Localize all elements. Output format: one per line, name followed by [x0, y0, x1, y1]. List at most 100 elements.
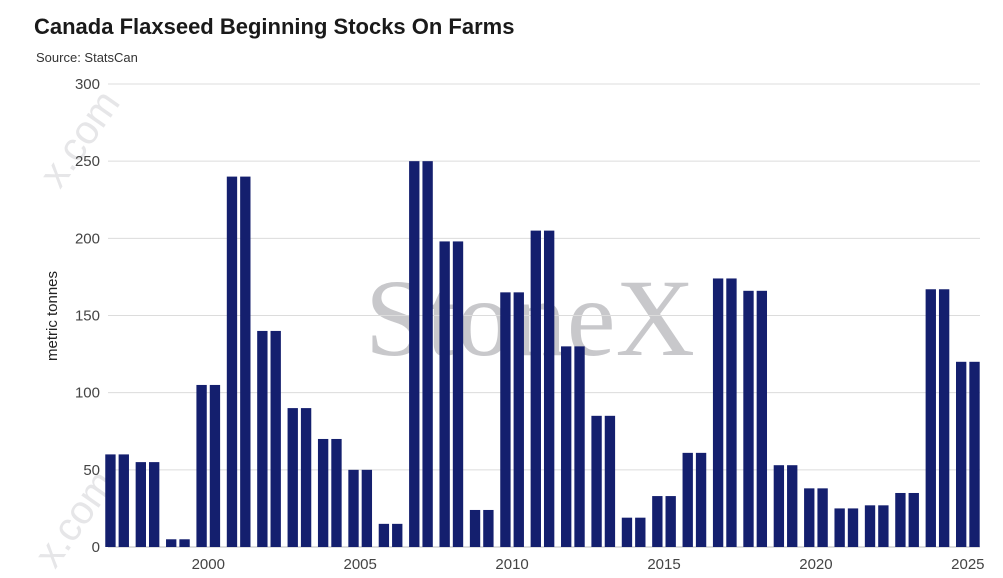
bar-left-half: [500, 292, 511, 547]
bar-left-half: [743, 290, 754, 547]
bar-2007: [409, 161, 433, 547]
bar-right-half: [209, 384, 221, 547]
bar-left-half: [652, 496, 663, 547]
bar-left-half: [409, 161, 420, 547]
bar-left-half: [257, 330, 268, 547]
x-tick-label: 2015: [647, 556, 680, 573]
y-tick-label: 100: [75, 385, 100, 402]
x-tick-label: 2020: [799, 556, 832, 573]
bar-2020: [804, 488, 828, 547]
y-tick-label: 150: [75, 308, 100, 325]
bar-right-half: [179, 539, 190, 547]
bar-right-half: [118, 454, 129, 547]
y-axis-title: metric tonnes: [44, 271, 61, 361]
bar-right-half: [331, 438, 342, 547]
bar-right-half: [787, 465, 798, 547]
bar-left-half: [773, 465, 785, 547]
bar-left-half: [530, 230, 541, 547]
bar-right-half: [817, 488, 828, 547]
bar-2015: [652, 496, 676, 547]
x-tick-label: 2010: [495, 556, 528, 573]
x-tick-label: 2025: [951, 556, 984, 573]
bar-left-half: [317, 438, 329, 547]
bar-2009: [469, 509, 494, 547]
bar-2025: [955, 361, 980, 547]
bar-2018: [743, 290, 768, 547]
bar-left-half: [712, 278, 724, 547]
bar-left-half: [925, 289, 936, 547]
bar-1999: [166, 539, 190, 547]
bar-2019: [773, 465, 798, 547]
bar-right-half: [422, 161, 433, 547]
y-tick-label: 300: [75, 76, 100, 93]
bar-left-half: [378, 523, 390, 547]
bar-right-half: [361, 469, 373, 547]
bar-2016: [682, 452, 707, 547]
bar-1998: [135, 462, 160, 547]
bar-right-half: [270, 330, 281, 547]
bar-right-half: [543, 230, 555, 547]
bar-left-half: [196, 384, 207, 547]
y-tick-label: 200: [75, 230, 100, 247]
bar-2023: [895, 492, 919, 547]
bar-left-half: [469, 509, 481, 547]
bar-2000: [196, 384, 221, 547]
bar-left-half: [348, 469, 359, 547]
bar-2024: [925, 289, 950, 547]
bar-right-half: [513, 292, 524, 547]
bar-right-half: [452, 241, 464, 548]
x-tick-label: 2000: [192, 556, 225, 573]
bar-2005: [348, 469, 373, 547]
bar-left-half: [439, 241, 450, 548]
bar-right-half: [240, 176, 251, 547]
x-tick-label: 2005: [343, 556, 376, 573]
bars: [105, 161, 980, 548]
bar-left-half: [804, 488, 815, 547]
bar-right-half: [726, 278, 737, 547]
y-tick-label: 250: [75, 153, 100, 170]
bar-right-half: [665, 496, 676, 547]
bar-right-half: [148, 462, 160, 547]
chart-subtitle: Source: StatsCan: [36, 50, 138, 65]
bar-right-half: [695, 452, 707, 547]
bar-2001: [226, 176, 251, 547]
bar-left-half: [226, 176, 238, 547]
bar-2011: [530, 230, 555, 547]
bar-right-half: [604, 415, 616, 547]
bar-2010: [500, 292, 524, 547]
y-tick-label: 50: [83, 462, 100, 479]
bar-right-half: [756, 290, 768, 547]
bar-2013: [591, 415, 616, 547]
bar-right-half: [392, 523, 403, 547]
bar-right-half: [847, 508, 859, 547]
bar-2002: [257, 330, 281, 547]
bar-right-half: [938, 289, 950, 547]
bar-right-half: [483, 509, 494, 547]
bar-right-half: [300, 408, 312, 547]
bar-right-half: [635, 517, 646, 547]
side-watermark-top: x.com: [31, 83, 128, 196]
bar-left-half: [561, 346, 572, 547]
bar-2014: [621, 517, 646, 547]
bar-left-half: [591, 415, 602, 547]
bar-left-half: [135, 462, 146, 547]
bar-left-half: [682, 452, 693, 547]
bar-left-half: [105, 454, 116, 547]
bar-right-half: [908, 492, 919, 547]
bar-2021: [834, 508, 859, 547]
x-axis-ticks: 2000 2005 2010 2015 2020 2025: [192, 556, 985, 573]
bar-1997: [105, 454, 129, 547]
bar-2022: [864, 505, 889, 547]
bar-2017: [712, 278, 737, 547]
bar-2006: [378, 523, 403, 547]
bar-right-half: [878, 505, 889, 547]
stonex-watermark: StoneX: [365, 257, 695, 379]
y-tick-label: 0: [92, 539, 100, 556]
bar-2008: [439, 241, 464, 548]
y-axis-ticks: 0 50 100 150 200 250 300: [75, 76, 100, 556]
bar-right-half: [969, 361, 980, 547]
bar-left-half: [955, 361, 967, 547]
chart-title: Canada Flaxseed Beginning Stocks On Farm…: [34, 14, 515, 39]
bar-left-half: [287, 408, 298, 547]
